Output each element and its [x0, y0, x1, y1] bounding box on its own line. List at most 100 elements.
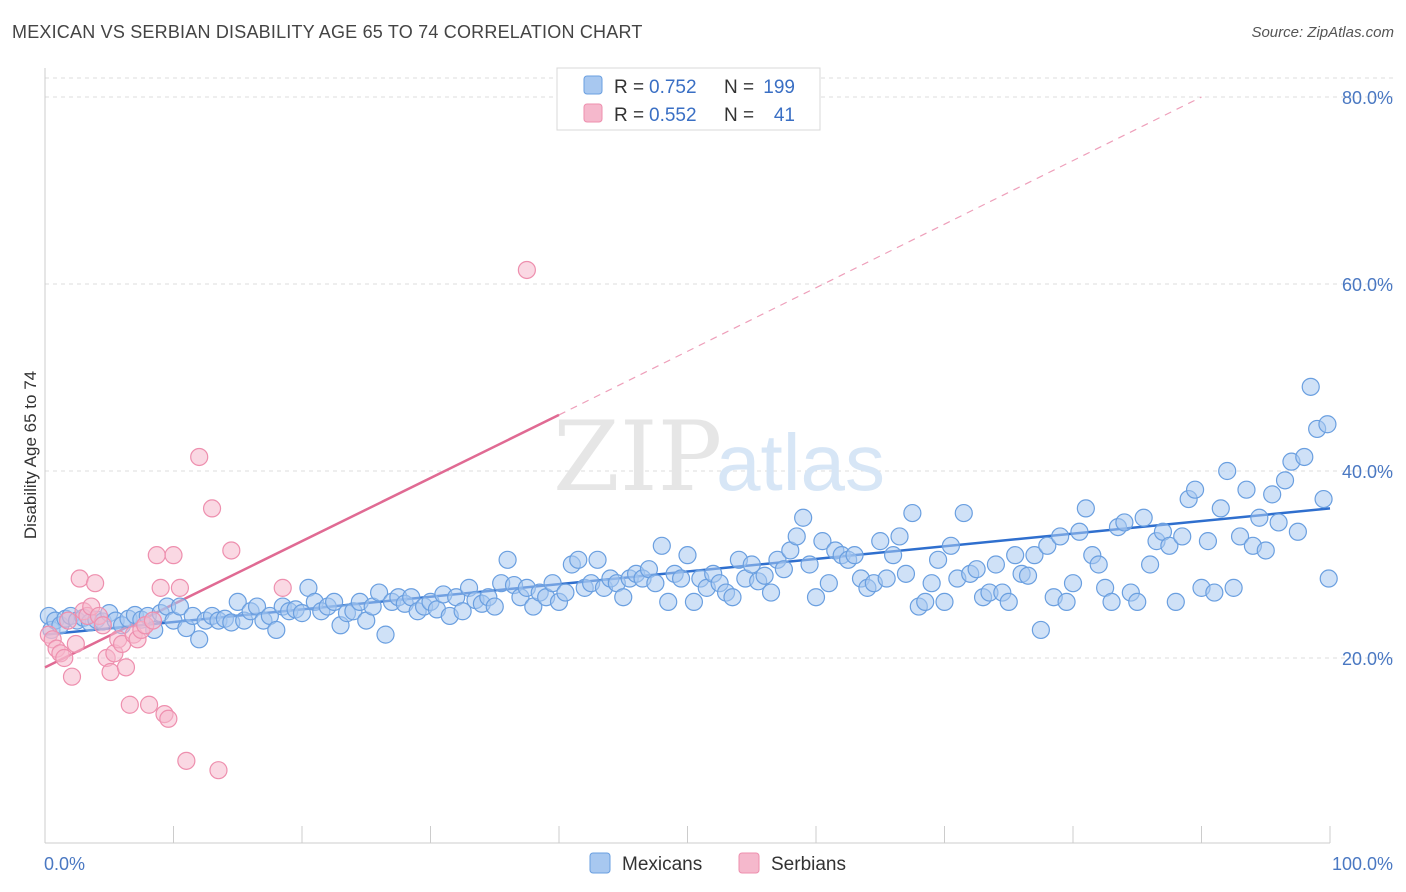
- point-mexicans-118: [787, 527, 806, 546]
- watermark-zip: ZIP: [553, 401, 722, 513]
- legend-r-label-2: R =: [614, 105, 644, 126]
- y-tick-label-40: 40.0%: [1342, 462, 1393, 482]
- point-mexicans-146: [967, 560, 986, 579]
- point-serbians-39: [273, 578, 292, 597]
- point-mexicans-140: [928, 550, 948, 569]
- point-mexicans-71: [485, 597, 504, 616]
- point-serbians-26: [139, 695, 159, 714]
- point-serbians-34: [177, 751, 196, 770]
- point-mexicans-66: [453, 602, 472, 621]
- point-serbians-36: [202, 499, 222, 518]
- point-mexicans-142: [941, 536, 961, 555]
- point-mexicans-178: [1173, 527, 1192, 546]
- point-mexicans-46: [325, 592, 344, 612]
- point-mexicans-161: [1063, 574, 1083, 593]
- data-points: [39, 260, 1338, 780]
- point-mexicans-151: [999, 592, 1018, 612]
- point-mexicans-139: [922, 574, 941, 593]
- point-mexicans-54: [376, 625, 395, 644]
- point-serbians-8: [70, 569, 89, 588]
- point-mexicans-120: [800, 555, 819, 574]
- point-mexicans-132: [877, 569, 896, 588]
- point-mexicans-149: [986, 555, 1006, 574]
- legend-n-label-2: N =: [724, 105, 754, 126]
- point-mexicans-194: [1275, 471, 1295, 490]
- point-serbians-29: [151, 578, 170, 597]
- legend-r-value-2: 0.552: [649, 105, 697, 126]
- point-mexicans-101: [678, 546, 697, 565]
- point-mexicans-41: [292, 604, 312, 623]
- point-mexicans-155: [1025, 546, 1044, 565]
- point-serbians-31: [159, 709, 178, 728]
- point-mexicans-144: [954, 503, 973, 523]
- point-serbians-40: [517, 260, 536, 280]
- point-mexicans-200: [1314, 489, 1333, 509]
- point-mexicans-96: [646, 574, 665, 593]
- point-mexicans-169: [1115, 513, 1134, 532]
- point-mexicans-31: [228, 592, 247, 612]
- trend-line-serbians-extended: [558, 96, 1202, 416]
- point-mexicans-82: [556, 583, 575, 602]
- point-mexicans-113: [755, 566, 774, 585]
- legend-n-value-2: 41: [774, 105, 795, 126]
- point-mexicans-121: [806, 588, 826, 607]
- point-serbians-12: [86, 574, 105, 593]
- point-mexicans-160: [1057, 592, 1076, 612]
- point-mexicans-131: [871, 532, 890, 551]
- point-serbians-27: [143, 611, 163, 630]
- x-tick-label-min: 0.0%: [44, 854, 85, 874]
- point-mexicans-197: [1295, 447, 1314, 467]
- point-serbians-20: [116, 658, 136, 677]
- point-serbians-33: [170, 578, 190, 597]
- point-serbians-14: [93, 616, 112, 635]
- point-mexicans-100: [671, 569, 691, 588]
- point-mexicans-202: [1319, 569, 1338, 588]
- point-serbians-38: [222, 541, 241, 560]
- y-tick-label-80: 80.0%: [1342, 88, 1393, 108]
- point-mexicans-138: [916, 592, 935, 612]
- point-serbians-16: [101, 662, 120, 682]
- point-mexicans-102: [684, 592, 704, 612]
- point-mexicans-193: [1269, 513, 1288, 532]
- watermark-atlas: atlas: [716, 418, 885, 507]
- point-serbians-28: [147, 546, 166, 565]
- legend-n-value-1: 199: [763, 77, 795, 98]
- point-mexicans-192: [1263, 485, 1282, 504]
- point-mexicans-165: [1089, 555, 1108, 574]
- point-mexicans-167: [1102, 592, 1121, 612]
- point-mexicans-188: [1237, 480, 1256, 499]
- legend-r-value-1: 0.752: [649, 77, 697, 98]
- point-mexicans-108: [723, 588, 742, 607]
- series-legend: Mexicans Serbians: [589, 852, 846, 875]
- y-tick-label-60: 60.0%: [1342, 275, 1393, 295]
- point-mexicans-180: [1185, 480, 1205, 499]
- point-mexicans-84: [569, 550, 588, 569]
- point-mexicans-182: [1198, 532, 1218, 551]
- y-axis-label: Disability Age 65 to 74: [21, 371, 40, 539]
- legend-swatch-mexicans: [583, 75, 603, 95]
- point-mexicans-187: [1230, 527, 1250, 546]
- point-mexicans-171: [1128, 592, 1147, 612]
- point-mexicans-25: [190, 630, 209, 649]
- legend-bottom-serbians: Serbians: [771, 854, 846, 875]
- point-mexicans-114: [761, 583, 781, 602]
- legend-n-label-1: N =: [724, 77, 754, 98]
- point-mexicans-134: [890, 527, 909, 546]
- y-tick-label-20: 20.0%: [1342, 649, 1393, 669]
- point-mexicans-136: [903, 503, 922, 523]
- point-mexicans-97: [652, 536, 671, 555]
- point-mexicans-162: [1070, 522, 1089, 541]
- x-tick-label-max: 100.0%: [1332, 854, 1393, 874]
- point-mexicans-198: [1301, 377, 1320, 396]
- point-mexicans-196: [1288, 522, 1307, 541]
- point-mexicans-141: [935, 592, 954, 612]
- stats-legend: R = 0.752 N = 199 R = 0.552 N = 41: [556, 67, 821, 131]
- source-label: Source: ZipAtlas.com: [1251, 24, 1394, 41]
- point-mexicans-152: [1006, 546, 1025, 565]
- point-mexicans-159: [1051, 527, 1070, 546]
- point-mexicans-190: [1250, 508, 1269, 527]
- point-mexicans-127: [845, 546, 864, 565]
- point-mexicans-119: [794, 508, 813, 527]
- point-mexicans-73: [498, 550, 517, 569]
